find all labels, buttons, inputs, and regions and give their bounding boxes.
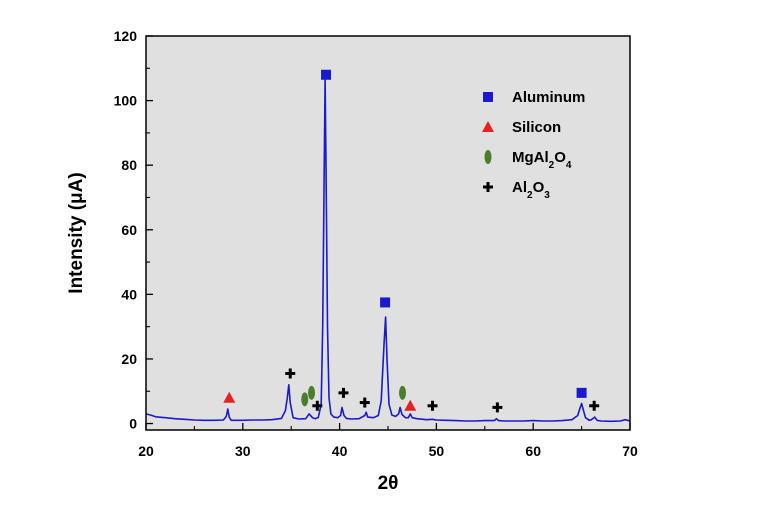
marker-layer: [223, 69, 600, 413]
legend-marker-cross: [483, 182, 493, 192]
legend-label: Silicon: [512, 119, 561, 136]
series-line-0: [145, 77, 631, 423]
peak-marker-ellipse: [308, 385, 316, 400]
x-tick-label: 40: [332, 443, 348, 459]
legend-label: MgAl2O4: [512, 149, 572, 171]
peak-marker-triangle: [404, 399, 417, 411]
y-tick-label: 100: [114, 93, 138, 109]
x-tick-label: 20: [138, 443, 154, 459]
peak-marker-ellipse: [399, 385, 407, 400]
peak-marker-cross: [427, 400, 438, 411]
peak-marker-cross: [312, 400, 323, 411]
y-tick-label: 20: [121, 351, 137, 367]
legend: Aluminum Silicon MgAl2O4 Al2O3: [482, 89, 585, 201]
peak-marker-square: [380, 297, 391, 308]
y-tick-label: 40: [121, 286, 137, 302]
x-tick-label: 30: [235, 443, 251, 459]
legend-label: Aluminum: [512, 89, 585, 106]
peak-marker-ellipse: [301, 392, 309, 407]
y-tick-label: 80: [121, 157, 137, 173]
peak-marker-square: [321, 69, 332, 80]
legend-marker-square: [483, 92, 493, 102]
x-axis-title: 2θ: [378, 473, 399, 494]
legend-label: Al2O3: [512, 179, 550, 201]
y-tick-label: 0: [129, 416, 137, 432]
y-axis-title: Intensity (μA): [66, 172, 87, 293]
data-layer: [145, 77, 631, 423]
peak-marker-cross: [589, 400, 600, 411]
peak-marker-cross: [285, 368, 296, 379]
peak-marker-triangle: [223, 391, 236, 403]
y-tick-label: 120: [114, 28, 138, 44]
peak-marker-cross: [492, 402, 503, 413]
x-tick-label: 60: [525, 443, 541, 459]
y-tick-label: 60: [121, 222, 137, 238]
x-tick-label: 50: [429, 443, 445, 459]
legend-marker-triangle: [482, 121, 494, 132]
peak-marker-cross: [359, 397, 370, 408]
peak-marker-cross: [338, 387, 349, 398]
legend-marker-ellipse: [484, 150, 492, 164]
x-tick-label: 70: [622, 443, 638, 459]
peak-marker-square: [576, 387, 587, 398]
